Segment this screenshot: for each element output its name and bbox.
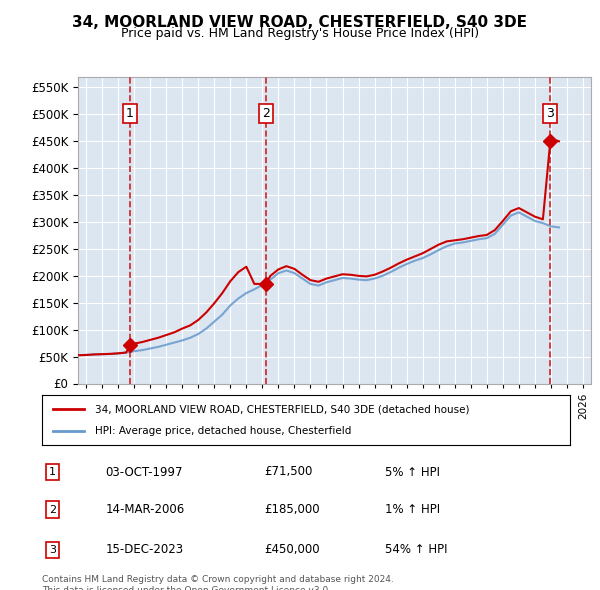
Text: 3: 3: [547, 107, 554, 120]
Bar: [554, 77, 591, 384]
Text: £71,500: £71,500: [264, 466, 312, 478]
Text: 03-OCT-1997: 03-OCT-1997: [106, 466, 183, 478]
Text: 1% ↑ HPI: 1% ↑ HPI: [385, 503, 440, 516]
Text: 34, MOORLAND VIEW ROAD, CHESTERFIELD, S40 3DE (detached house): 34, MOORLAND VIEW ROAD, CHESTERFIELD, S4…: [95, 404, 469, 414]
Text: Price paid vs. HM Land Registry's House Price Index (HPI): Price paid vs. HM Land Registry's House …: [121, 27, 479, 40]
Text: £450,000: £450,000: [264, 543, 319, 556]
Text: 5% ↑ HPI: 5% ↑ HPI: [385, 466, 440, 478]
Text: 3: 3: [49, 545, 56, 555]
Text: 14-MAR-2006: 14-MAR-2006: [106, 503, 185, 516]
Text: 1: 1: [49, 467, 56, 477]
Text: Contains HM Land Registry data © Crown copyright and database right 2024.
This d: Contains HM Land Registry data © Crown c…: [42, 575, 394, 590]
Text: 34, MOORLAND VIEW ROAD, CHESTERFIELD, S40 3DE: 34, MOORLAND VIEW ROAD, CHESTERFIELD, S4…: [73, 15, 527, 30]
Text: 2: 2: [262, 107, 269, 120]
Text: 2: 2: [49, 505, 56, 514]
Text: 54% ↑ HPI: 54% ↑ HPI: [385, 543, 448, 556]
Text: HPI: Average price, detached house, Chesterfield: HPI: Average price, detached house, Ches…: [95, 427, 351, 437]
Text: 15-DEC-2023: 15-DEC-2023: [106, 543, 184, 556]
Text: 1: 1: [126, 107, 134, 120]
Text: £185,000: £185,000: [264, 503, 319, 516]
